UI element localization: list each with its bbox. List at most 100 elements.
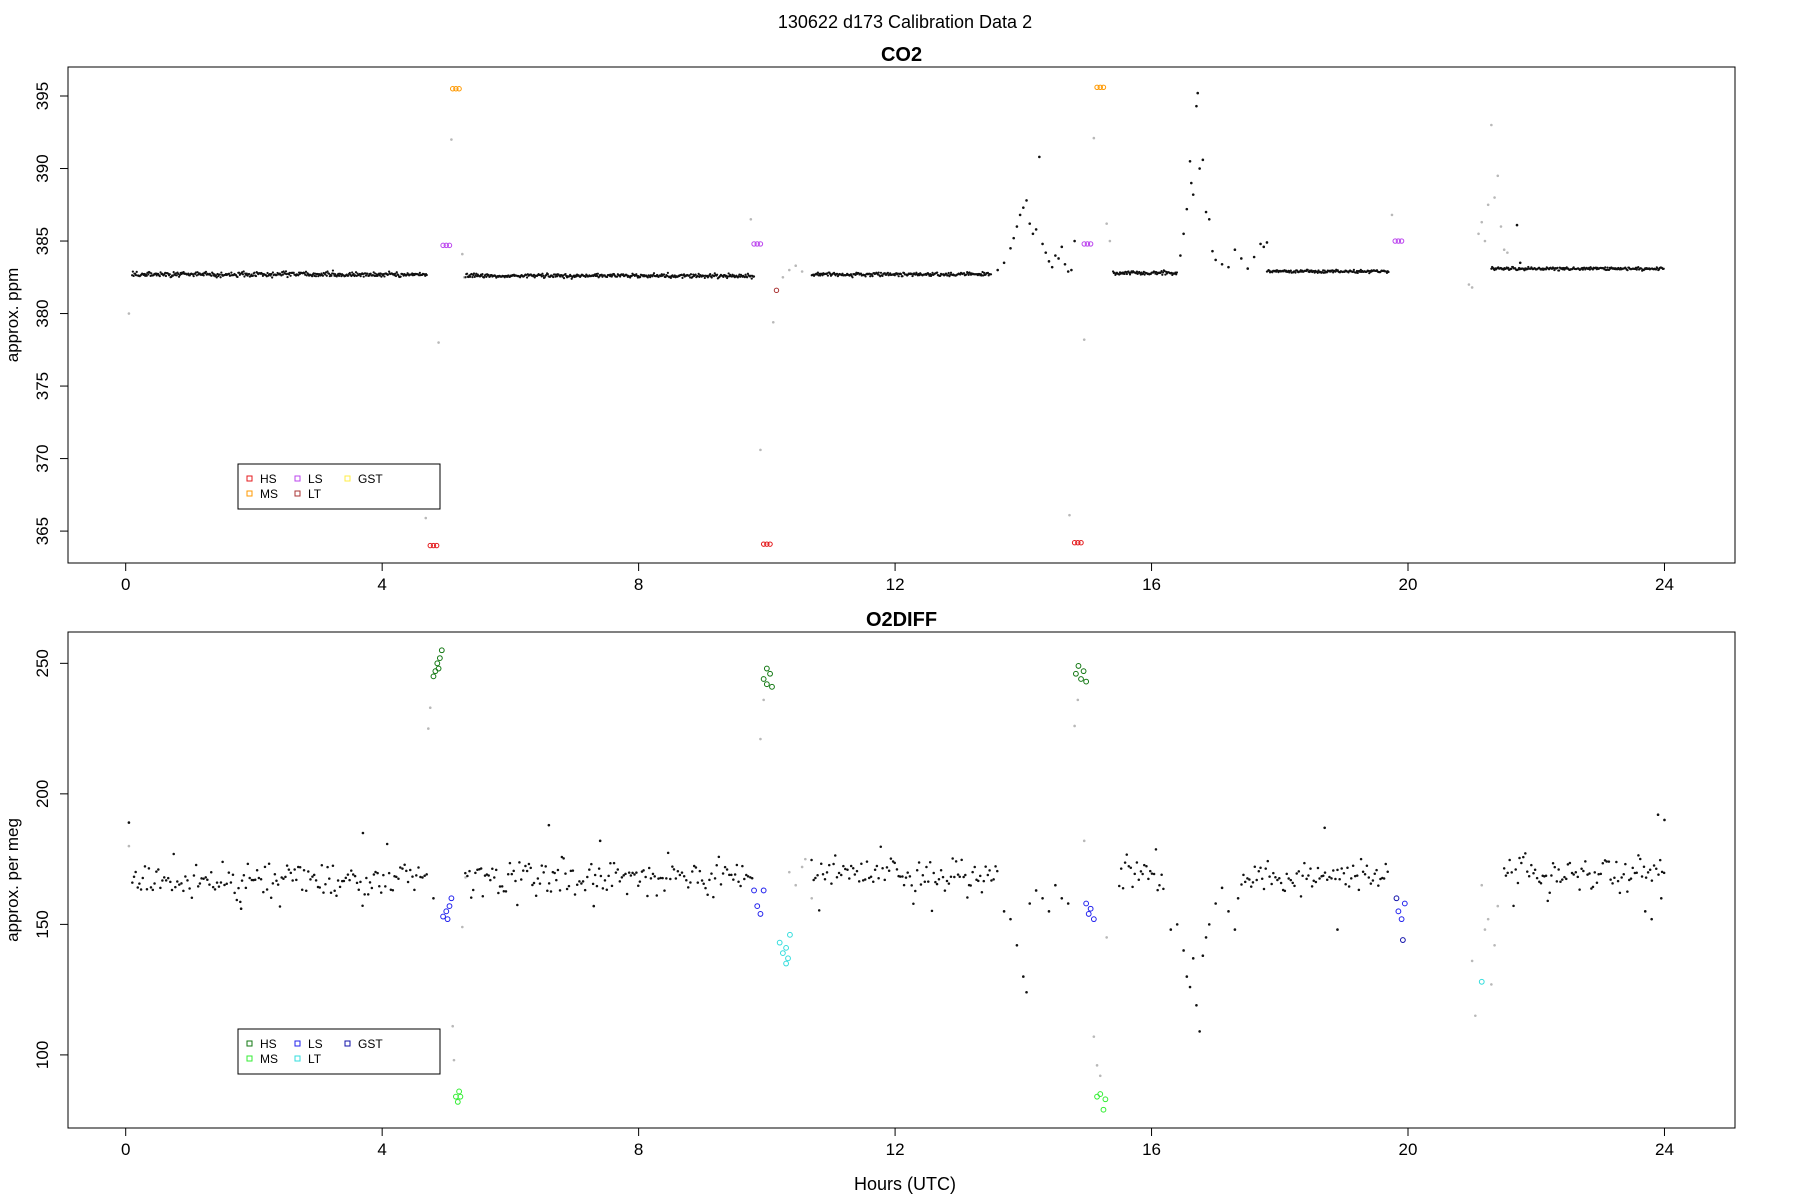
ambient-point xyxy=(1179,254,1182,257)
ambient-point xyxy=(206,878,209,882)
ambient-point xyxy=(1504,874,1508,877)
ambient-point xyxy=(969,884,972,887)
x-tick-label: 16 xyxy=(1142,575,1161,594)
ambient-point xyxy=(293,868,296,871)
ambient-point xyxy=(1034,889,1038,892)
ambient-point xyxy=(1351,864,1355,868)
ambient-point xyxy=(1135,270,1139,273)
ambient-point xyxy=(1265,241,1269,244)
calibration-point-lt xyxy=(785,955,791,962)
ambient-point xyxy=(357,888,361,891)
ambient-point xyxy=(1143,863,1146,867)
ambient-point xyxy=(921,874,925,877)
calibration-point-lt xyxy=(787,931,793,938)
ambient-point xyxy=(524,864,527,868)
ambient-point xyxy=(923,880,927,884)
transition-point xyxy=(759,448,762,452)
ambient-point xyxy=(723,865,727,869)
ambient-point xyxy=(546,889,549,893)
ambient-point xyxy=(1379,877,1382,881)
ambient-point xyxy=(494,868,498,872)
ambient-point xyxy=(728,873,731,877)
ambient-point xyxy=(153,882,156,885)
ambient-point xyxy=(1556,266,1559,270)
ambient-point xyxy=(469,896,473,899)
ambient-point xyxy=(223,883,226,887)
y-axis-label: approx. ppm xyxy=(3,268,22,363)
ambient-point xyxy=(706,893,709,896)
ambient-point xyxy=(149,886,153,889)
ambient-point xyxy=(1387,270,1390,274)
transition-point xyxy=(762,698,765,702)
calibration-point-hs xyxy=(1080,668,1087,675)
ambient-point xyxy=(531,883,534,887)
ambient-point xyxy=(713,877,717,880)
ambient-point xyxy=(823,878,827,881)
ambient-point xyxy=(745,873,748,877)
ambient-point xyxy=(192,874,196,877)
ambient-point xyxy=(361,904,364,907)
panel-title: O2DIFF xyxy=(866,609,937,631)
ambient-point xyxy=(1642,865,1646,869)
ambient-point xyxy=(1191,193,1195,196)
ambient-point xyxy=(966,896,969,899)
ambient-point xyxy=(810,858,813,862)
ambient-point xyxy=(1125,272,1129,276)
transition-point xyxy=(1483,239,1487,243)
calibration-point-ls xyxy=(448,895,455,902)
ambient-point xyxy=(1559,880,1562,884)
ambient-point xyxy=(271,276,274,279)
ambient-point xyxy=(127,821,131,824)
ambient-point xyxy=(347,274,350,277)
ambient-point xyxy=(337,274,341,277)
ambient-point xyxy=(883,878,887,882)
ambient-point xyxy=(1195,1004,1198,1007)
ambient-point xyxy=(1652,864,1656,867)
ambient-point xyxy=(339,273,342,276)
ambient-point xyxy=(1539,881,1543,885)
ambient-point xyxy=(269,896,273,899)
ambient-point xyxy=(849,864,853,868)
ambient-point xyxy=(318,886,321,889)
ambient-point xyxy=(1259,242,1262,246)
ambient-point xyxy=(825,871,829,874)
ambient-point xyxy=(498,885,502,888)
ambient-point xyxy=(732,878,735,881)
ambient-point xyxy=(986,271,990,274)
ambient-point xyxy=(881,274,884,277)
ambient-point xyxy=(886,271,890,274)
ambient-point xyxy=(1073,239,1076,243)
ambient-point xyxy=(359,880,362,884)
ambient-point xyxy=(601,887,605,890)
ambient-point xyxy=(911,274,914,278)
ambient-point xyxy=(182,271,185,274)
ambient-point xyxy=(510,872,514,876)
ambient-point xyxy=(1616,879,1620,883)
ambient-point xyxy=(564,872,567,875)
transition-point xyxy=(781,275,785,279)
ambient-point xyxy=(597,867,601,870)
ambient-point xyxy=(262,890,265,894)
ambient-point xyxy=(1236,896,1240,900)
ambient-point xyxy=(177,272,180,275)
y-axis-label: approx. per meg xyxy=(3,818,22,942)
ambient-point xyxy=(715,863,718,867)
ambient-point xyxy=(555,275,559,278)
ambient-point xyxy=(1309,867,1312,870)
ambient-point xyxy=(377,272,381,275)
ambient-point xyxy=(1299,895,1303,898)
ambient-point xyxy=(855,869,859,873)
ambient-point xyxy=(872,880,875,884)
ambient-point xyxy=(915,868,919,872)
ambient-point xyxy=(159,886,162,890)
ambient-point xyxy=(344,876,348,880)
transition-point xyxy=(1493,196,1496,199)
ambient-point xyxy=(594,274,597,278)
ambient-point xyxy=(978,874,982,878)
transition-point xyxy=(1486,917,1490,921)
ambient-point xyxy=(1191,957,1195,960)
ambient-point xyxy=(1047,260,1051,263)
ambient-point xyxy=(281,273,285,276)
transition-point xyxy=(804,857,807,861)
ambient-point xyxy=(1154,848,1158,851)
